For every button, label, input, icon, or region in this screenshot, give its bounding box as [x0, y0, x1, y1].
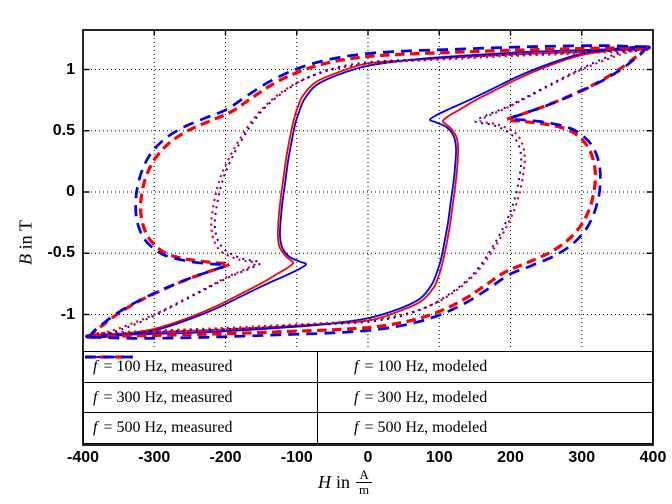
y-axis-unit: in T	[15, 220, 36, 250]
legend-entry-label: f = 100 Hz, modeled	[354, 357, 488, 375]
y-axis-label: B in T	[16, 203, 37, 283]
x-tick-label: 300	[568, 449, 596, 466]
y-axis-symbol: B	[15, 253, 36, 265]
legend-entry-label: f = 300 Hz, measured	[93, 388, 233, 406]
x-axis-unit-numerator: A	[359, 467, 369, 482]
legend-entry-label: f = 100 Hz, measured	[93, 357, 233, 375]
legend-entry-modeled: f = 500 Hz, modeled	[85, 355, 652, 443]
frequency-symbol: f	[93, 357, 98, 375]
legend: f = 100 Hz, measured f = 100 Hz, modeled f…	[83, 351, 653, 444]
y-tick-label: 1	[66, 60, 75, 78]
legend-entry-label: f = 500 Hz, measured	[93, 419, 233, 437]
x-tick-label: 0	[363, 449, 373, 466]
curve-500hz-modeled	[85, 44, 651, 340]
legend-entry-modeled: f = 300 Hz, modeled	[85, 356, 652, 413]
x-axis-unit-denominator: m	[356, 481, 373, 497]
x-tick-label: -200	[209, 449, 242, 466]
frequency-symbol: f	[354, 419, 359, 437]
legend-line-swatch-500hz-modeled	[85, 355, 133, 359]
x-tick-label: -400	[66, 449, 100, 466]
y-tick-label: 0.5	[52, 121, 75, 139]
x-tick-label: 200	[497, 449, 524, 466]
frequency-symbol: f	[93, 388, 98, 406]
x-axis-label: H in A m	[318, 467, 373, 497]
x-tick-label: -100	[280, 449, 313, 466]
x-tick-label: -300	[138, 449, 171, 466]
legend-entry-modeled: f = 100 Hz, modeled	[85, 352, 652, 382]
frequency-symbol: f	[354, 357, 359, 375]
y-tick-label: -1	[60, 305, 75, 323]
y-tick-label: -0.5	[47, 244, 75, 262]
y-tick-label: 0	[66, 183, 75, 200]
legend-row: f = 100 Hz, measured f = 100 Hz, modeled	[84, 352, 652, 382]
legend-entry-measured: f = 300 Hz, measured	[84, 355, 318, 413]
legend-entry-label: f = 300 Hz, modeled	[354, 388, 488, 406]
x-axis-unit-fraction: A m	[356, 467, 373, 497]
legend-row: f = 500 Hz, measured f = 500 Hz, modeled	[84, 355, 652, 444]
x-axis-connector: in	[336, 471, 351, 492]
legend-entry-measured: f = 500 Hz, measured	[84, 355, 318, 444]
x-tick-label: 100	[425, 449, 453, 466]
x-axis-symbol: H	[318, 471, 331, 492]
legend-row: f = 300 Hz, measured f = 300 Hz, modeled	[84, 355, 652, 413]
frequency-symbol: f	[93, 419, 98, 437]
frequency-symbol: f	[354, 388, 359, 406]
legend-entry-label: f = 500 Hz, modeled	[354, 419, 488, 437]
x-tick-label: 400	[639, 449, 667, 466]
